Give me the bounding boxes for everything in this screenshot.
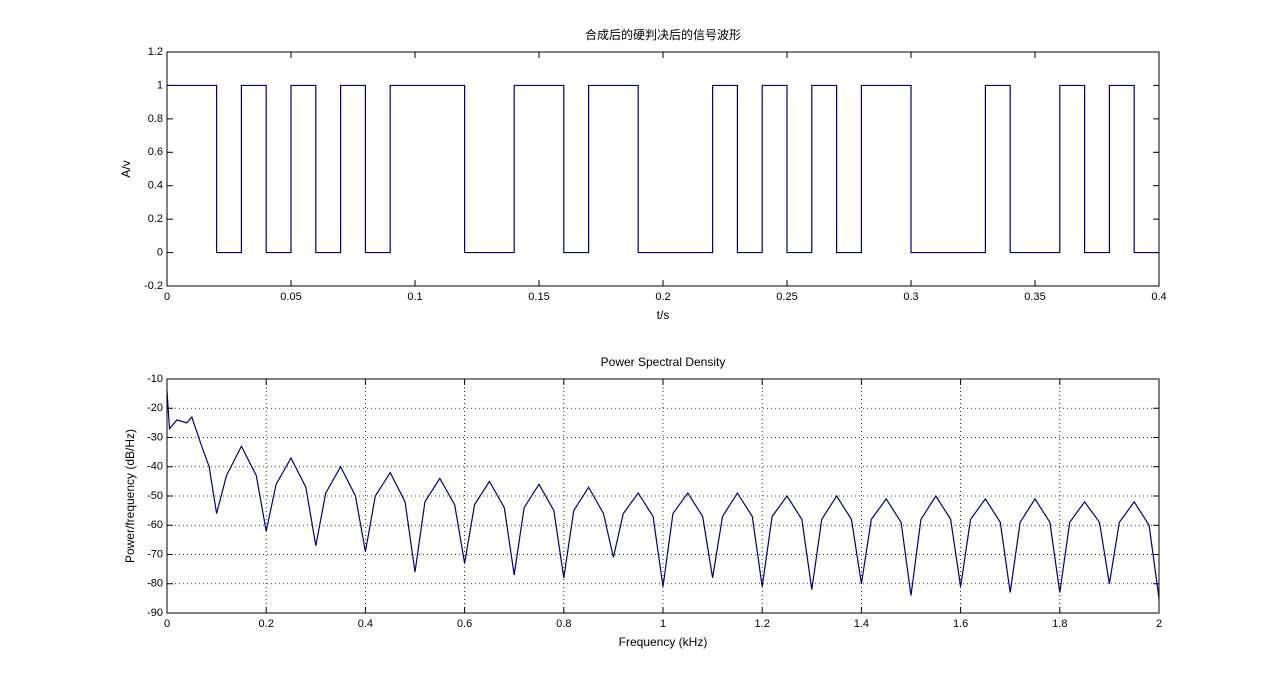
x-tick-label: 0.2	[655, 291, 670, 303]
y-tick-label: -30	[147, 431, 163, 443]
x-tick-label: 0.4	[1151, 291, 1166, 303]
x-tick-label: 1.2	[755, 618, 770, 630]
y-tick-label: -80	[147, 578, 163, 590]
axes-frame	[166, 51, 1160, 287]
x-tick-label: 0.05	[280, 291, 301, 303]
y-tick-label: 0.6	[148, 146, 163, 158]
y-tick-label: 1.2	[148, 46, 163, 58]
x-tick-label: 1.4	[854, 618, 869, 630]
x-tick-label: 0.6	[457, 618, 472, 630]
x-tick-label: 0	[164, 291, 170, 303]
y-axis-label: A/v	[119, 160, 133, 177]
y-tick-label: -60	[147, 519, 163, 531]
x-tick-label: 0.8	[556, 618, 571, 630]
y-tick-label: -0.2	[144, 280, 163, 292]
y-tick-label: 0	[157, 246, 163, 258]
y-tick-label: -40	[147, 461, 163, 473]
x-axis-label: t/s	[657, 308, 670, 322]
x-tick-label: 0.3	[903, 291, 918, 303]
x-tick-label: 0.35	[1024, 291, 1045, 303]
x-tick-label: 1	[660, 618, 666, 630]
chart: 0 0.05 0.1 0.15 0.2 0.25 0.3 0.35 0.4-0.200.20.4…	[119, 27, 1166, 322]
data-line	[167, 84, 1159, 254]
x-tick-label: 0.4	[358, 618, 373, 630]
y-tick-label: 0.4	[148, 180, 163, 192]
plot-area	[167, 52, 1159, 286]
y-axis-label: Power/frequency (dB/Hz)	[123, 429, 137, 563]
x-tick-label: 1.6	[953, 618, 968, 630]
y-tick-label: -70	[147, 548, 163, 560]
axes-frame	[166, 378, 1160, 614]
x-tick-label: 0.2	[259, 618, 274, 630]
y-tick-label: 0.8	[148, 113, 163, 125]
chart: 0 0.2 0.4 0.6 0.8 1 1.2 1.4 1.6 1.8 2 -90 -80 -70 -60 -…	[123, 355, 1162, 649]
y-tick-label: -90	[147, 607, 163, 619]
chart-title: 合成后的硬判决后的信号波形	[585, 27, 741, 42]
x-tick-label: 0	[164, 618, 170, 630]
x-tick-label: 0.25	[776, 291, 797, 303]
chart-title: Power Spectral Density	[601, 355, 726, 369]
y-tick-label: 0.2	[148, 213, 163, 225]
x-tick-label: 2	[1156, 618, 1162, 630]
y-tick-label: -50	[147, 490, 163, 502]
y-tick-label: 1	[157, 79, 163, 91]
x-tick-label: 0.15	[528, 291, 549, 303]
data-line	[166, 390, 1160, 599]
y-tick-label: -10	[147, 373, 163, 385]
x-tick-label: 0.1	[407, 291, 422, 303]
x-axis-label: Frequency (kHz)	[619, 635, 708, 649]
x-tick-label: 1.8	[1052, 618, 1067, 630]
y-tick-label: -20	[147, 402, 163, 414]
